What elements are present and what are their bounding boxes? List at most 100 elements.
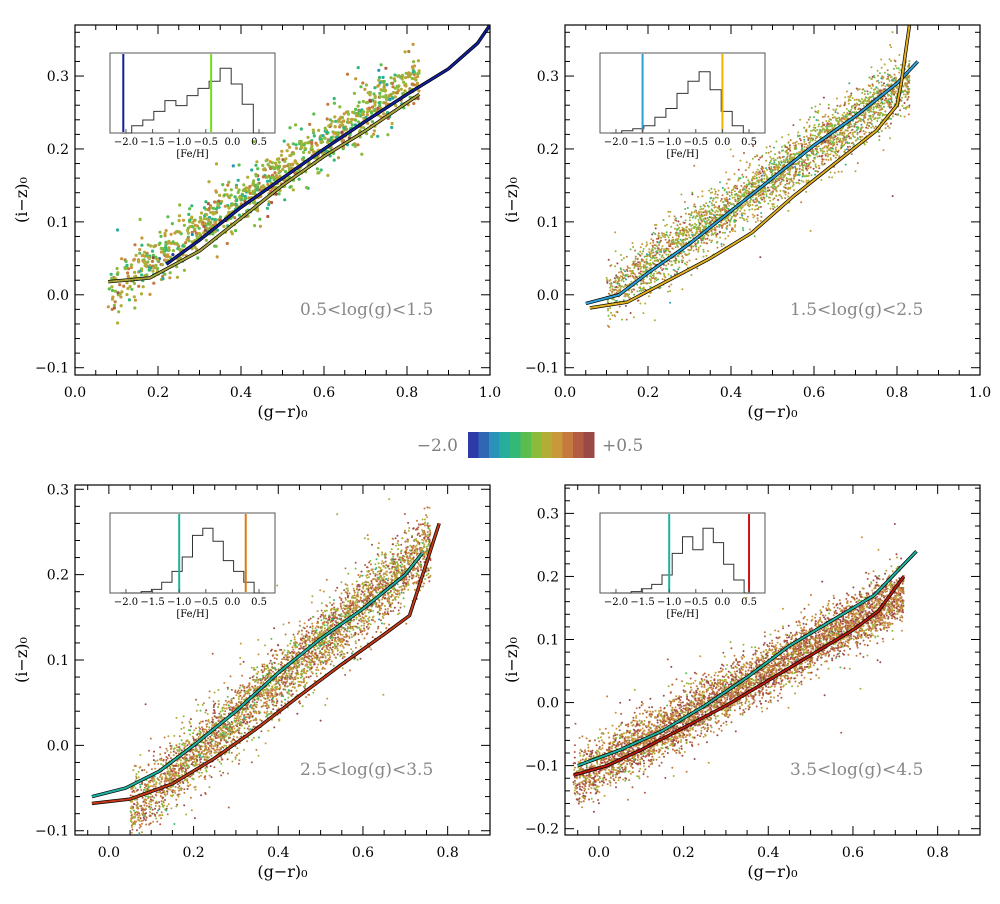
scatter-point (847, 146, 849, 148)
scatter-point (895, 60, 897, 62)
scatter-point (354, 77, 357, 80)
scatter-point (895, 65, 897, 67)
scatter-point (404, 50, 407, 53)
scatter-point (765, 167, 767, 169)
scatter-point (769, 200, 771, 202)
scatter-point (144, 264, 147, 267)
scatter-point (343, 589, 345, 591)
scatter-point (366, 577, 368, 579)
scatter-point (669, 251, 671, 253)
scatter-point (889, 137, 891, 139)
scatter-point (207, 218, 210, 221)
scatter-point (817, 146, 819, 148)
scatter-point (733, 187, 735, 189)
scatter-point (646, 282, 648, 284)
scatter-point (244, 727, 246, 729)
scatter-point (704, 206, 706, 208)
scatter-point (625, 305, 627, 307)
scatter-point (133, 243, 136, 246)
scatter-point (138, 252, 141, 255)
scatter-point (740, 185, 742, 187)
scatter-point (828, 149, 830, 151)
scatter-point (267, 653, 269, 655)
scatter-point (714, 216, 716, 218)
scatter-point (119, 295, 122, 298)
scatter-point (870, 118, 872, 120)
scatter-point (377, 69, 380, 72)
scatter-point (619, 289, 621, 291)
scatter-point (367, 91, 370, 94)
scatter-point (217, 200, 220, 203)
scatter-point (718, 224, 720, 226)
scatter-point (880, 59, 882, 61)
scatter-point (758, 206, 760, 208)
scatter-point (810, 135, 812, 137)
scatter-point (733, 220, 735, 222)
scatter-point (640, 274, 642, 276)
scatter-point (757, 214, 759, 216)
scatter-point (743, 187, 745, 189)
scatter-point (821, 155, 823, 157)
scatter-point (766, 193, 768, 195)
scatter-point (172, 240, 175, 243)
scatter-point (843, 131, 845, 133)
scatter-point (186, 229, 189, 232)
scatter-point (809, 125, 811, 127)
scatter-point (201, 221, 204, 224)
scatter-point (133, 295, 136, 298)
scatter-point (848, 100, 850, 102)
scatter-point (800, 201, 802, 203)
scatter-point (120, 257, 123, 260)
scatter-point (859, 131, 861, 133)
scatter-point (202, 225, 205, 228)
scatter-point (350, 118, 353, 121)
scatter-point (726, 199, 728, 201)
scatter-point (826, 128, 828, 130)
scatter-point (741, 212, 743, 214)
scatter-point (870, 96, 872, 98)
scatter-point (407, 589, 409, 591)
scatter-point (838, 117, 840, 119)
scatter-point (764, 188, 766, 190)
scatter-point (670, 232, 672, 234)
scatter-point (754, 235, 756, 237)
scatter-point (857, 89, 859, 91)
scatter-point (416, 82, 419, 85)
scatter-point (342, 120, 345, 123)
scatter-point (327, 124, 330, 127)
scatter-point (339, 124, 342, 127)
scatter-point (611, 288, 613, 290)
scatter-point (687, 207, 689, 209)
scatter-point (412, 69, 415, 72)
scatter-point (199, 216, 202, 219)
scatter-point (702, 237, 704, 239)
scatter-point (685, 219, 687, 221)
scatter-point (118, 283, 121, 286)
scatter-point (725, 171, 727, 173)
scatter-point (752, 204, 754, 206)
scatter-point (808, 163, 810, 165)
scatter-point (138, 270, 141, 273)
scatter-point (716, 207, 718, 209)
scatter-point (363, 88, 366, 91)
scatter-point (319, 137, 322, 140)
scatter-point (668, 243, 670, 245)
scatter-point (151, 768, 153, 770)
scatter-point (794, 163, 796, 165)
scatter-point (365, 83, 368, 86)
scatter-point (138, 248, 141, 251)
scatter-point (640, 270, 642, 272)
scatter-point (821, 126, 823, 128)
scatter-point (882, 77, 884, 79)
scatter-point (346, 73, 349, 76)
scatter-point (811, 107, 813, 109)
scatter-point (803, 141, 805, 143)
scatter-point (170, 233, 173, 236)
scatter-point (763, 172, 765, 174)
scatter-point (376, 135, 379, 138)
scatter-point (676, 224, 678, 226)
scatter-point (618, 283, 620, 285)
scatter-point (226, 193, 229, 196)
scatter-point (777, 179, 779, 181)
scatter-point (312, 131, 315, 134)
